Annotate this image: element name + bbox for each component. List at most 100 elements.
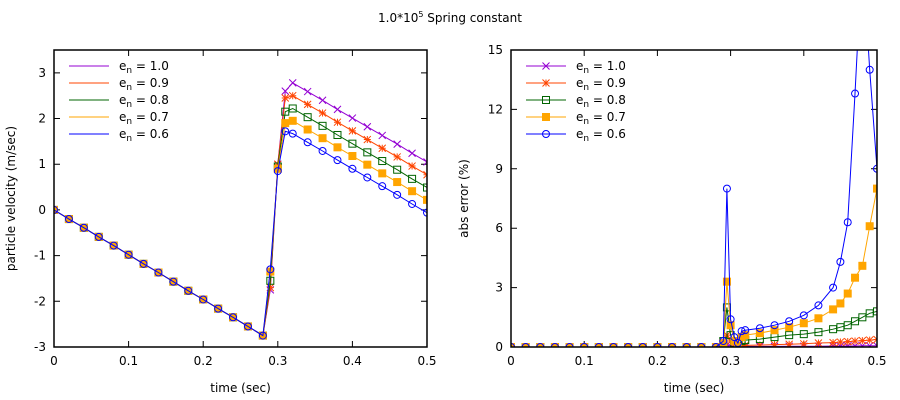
legend-symbol: e [576,59,583,73]
marker-circle-open [199,295,208,304]
series-06 [511,50,877,347]
marker-square-filled [393,178,402,187]
marker-star-plus [542,79,550,87]
marker-square-filled [726,321,735,330]
marker-square-filled [594,343,603,347]
legend-entry: en = 1.0 [526,59,626,76]
marker-circle-open [719,337,728,346]
marker-x [408,149,416,158]
legend-subscript: n [583,66,589,76]
x-tick-label: 0 [50,354,58,368]
legend-symbol: e [119,110,126,124]
marker-star-plus [281,94,289,102]
series-08 [54,104,427,340]
y-tick-label: -3 [34,340,46,354]
marker-x [363,122,372,131]
legend-subscript: n [126,134,132,144]
marker-circle-open [624,343,633,347]
marker-square-filled [565,343,574,347]
x-axis-label: time (sec) [664,381,725,395]
marker-square-filled [511,343,515,347]
marker-square-open [393,165,402,174]
y-tick-label: 2 [38,112,46,126]
legend-label: en = 0.8 [119,93,169,110]
legend-label: en = 0.7 [576,110,626,127]
y-tick-label: 0 [38,203,46,217]
legend-entry: en = 0.7 [69,110,169,127]
y-tick-label: 0 [495,340,503,354]
marker-circle-open [843,218,852,227]
legend-symbol: e [576,110,583,124]
marker-circle-open [378,182,387,191]
x-tick-label: 0.1 [575,354,594,368]
legend-symbol: e [119,93,126,107]
legend-subscript: n [126,83,132,93]
x-tick-label: 0.2 [194,354,213,368]
marker-square-open [873,307,877,316]
series-line [511,333,877,347]
marker-square-filled [873,184,877,193]
legend-entry: en = 0.7 [526,110,626,127]
marker-circle-open [393,190,402,199]
series-09 [54,91,427,340]
marker-circle-open [653,343,662,347]
marker-circle-open [638,343,647,347]
marker-star-plus [836,338,844,346]
marker-square-filled [536,343,545,347]
series-line [511,307,877,347]
marker-square-filled [288,116,297,125]
x-tick-label: 0.4 [343,354,362,368]
marker-circle-open [109,241,118,250]
marker-x [542,62,550,70]
legend-label: en = 0.9 [576,76,626,93]
legend-subscript: n [126,100,132,110]
x-tick-label: 0.3 [721,354,740,368]
marker-square-filled [624,343,633,347]
legend-entry: en = 1.0 [69,59,169,76]
marker-circle-open [711,343,720,347]
marker-circle-open [363,173,372,182]
marker-circle-open [94,232,103,241]
figure-title: 1.0*105 Spring constant [0,10,900,25]
marker-square-open [814,328,823,337]
legend-value: = 1.0 [132,59,169,73]
marker-square-filled [363,160,372,169]
marker-circle-open [755,324,764,333]
marker-square-filled [719,339,728,347]
marker-circle-open [829,283,838,292]
plot-frame [53,49,428,348]
y-tick-label: 3 [38,66,46,80]
x-tick-label: 0.4 [794,354,813,368]
legend-value: = 0.7 [589,110,626,124]
marker-x [348,114,357,122]
marker-circle-open [785,317,794,326]
marker-circle-open [609,343,618,347]
series-10 [54,79,427,340]
marker-square-filled [408,187,417,196]
marker-circle-open [281,127,290,136]
marker-square-open [288,104,297,113]
marker-circle-open [741,326,750,335]
marker-circle-open [550,343,559,347]
marker-star-plus [378,144,386,152]
marker-star-plus [304,100,312,108]
legend-value: = 0.9 [132,76,169,90]
y-tick-label: 12 [488,102,503,116]
legend-entry: en = 0.8 [526,93,626,110]
marker-star-plus [844,338,852,346]
marker-square-filled [711,343,720,347]
marker-square-filled [653,343,662,347]
legend-subscript: n [583,134,589,144]
series-line [54,107,427,337]
series-line [54,130,427,337]
legend-value: = 0.8 [589,93,626,107]
legend-value: = 1.0 [589,59,626,73]
marker-square-filled [858,261,867,270]
marker-square-filled [865,222,874,231]
marker-square-open [408,174,417,183]
marker-square-filled [542,113,550,121]
marker-circle-open [873,164,877,173]
marker-circle-open [229,313,238,322]
